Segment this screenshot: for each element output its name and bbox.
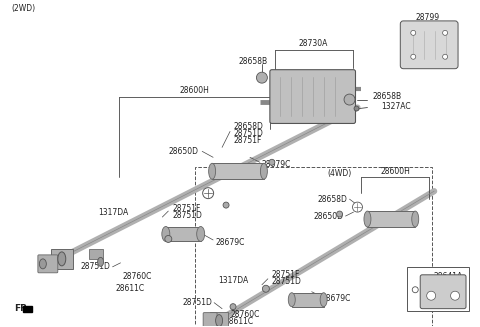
Bar — [407, 267, 469, 311]
FancyBboxPatch shape — [400, 21, 458, 69]
Text: 28658B: 28658B — [239, 57, 267, 66]
Text: 28751D: 28751D — [233, 129, 263, 138]
Ellipse shape — [58, 252, 66, 266]
Text: FR.: FR. — [14, 304, 31, 313]
Text: 28611C: 28611C — [224, 317, 253, 326]
Ellipse shape — [443, 54, 447, 59]
Ellipse shape — [256, 72, 267, 83]
Text: 8: 8 — [413, 287, 417, 292]
Ellipse shape — [344, 94, 355, 105]
Text: 28679C: 28679C — [322, 294, 351, 303]
FancyBboxPatch shape — [38, 255, 58, 273]
Text: 28751D: 28751D — [81, 262, 110, 271]
Text: 28751F: 28751F — [272, 270, 300, 279]
Ellipse shape — [223, 202, 229, 208]
Text: 28760C: 28760C — [230, 310, 259, 319]
Text: 28611C: 28611C — [116, 284, 144, 293]
Ellipse shape — [230, 304, 236, 310]
Text: 1327AC: 1327AC — [382, 102, 411, 111]
FancyBboxPatch shape — [270, 70, 356, 124]
Text: 28760C: 28760C — [122, 272, 152, 281]
Text: 28600H: 28600H — [380, 167, 410, 176]
Text: 28658D: 28658D — [233, 122, 263, 131]
Text: 28751F: 28751F — [172, 204, 201, 213]
Ellipse shape — [165, 235, 172, 242]
Text: 28751D: 28751D — [182, 298, 212, 307]
Text: 28679C: 28679C — [215, 238, 244, 248]
Ellipse shape — [216, 315, 223, 327]
Ellipse shape — [364, 211, 371, 227]
Ellipse shape — [411, 30, 416, 35]
Bar — [89, 249, 103, 259]
Ellipse shape — [39, 259, 47, 269]
Ellipse shape — [412, 287, 418, 293]
Text: 28751F: 28751F — [233, 136, 262, 145]
Ellipse shape — [320, 293, 327, 307]
Ellipse shape — [209, 163, 216, 179]
Ellipse shape — [352, 202, 362, 212]
Bar — [210, 312, 228, 327]
Ellipse shape — [336, 211, 343, 217]
Ellipse shape — [288, 293, 295, 307]
Text: 28730A: 28730A — [299, 39, 328, 48]
FancyBboxPatch shape — [420, 275, 466, 309]
Bar — [51, 249, 73, 269]
FancyBboxPatch shape — [203, 313, 217, 327]
Ellipse shape — [427, 291, 436, 300]
Text: 28751D: 28751D — [172, 211, 202, 219]
Text: 28751D: 28751D — [272, 277, 302, 286]
Ellipse shape — [203, 188, 214, 198]
Ellipse shape — [269, 159, 275, 165]
Bar — [195, 167, 432, 327]
Ellipse shape — [97, 257, 104, 266]
Ellipse shape — [443, 30, 447, 35]
Bar — [292, 293, 324, 307]
Ellipse shape — [197, 227, 204, 241]
Ellipse shape — [162, 227, 170, 241]
Bar — [212, 163, 264, 179]
Bar — [166, 227, 201, 241]
Text: 28799: 28799 — [415, 13, 439, 23]
Text: (4WD): (4WD) — [328, 169, 352, 178]
Ellipse shape — [412, 211, 419, 227]
Ellipse shape — [261, 163, 267, 179]
Text: 28658D: 28658D — [318, 195, 348, 204]
Text: 28650D: 28650D — [313, 212, 344, 220]
Bar — [23, 306, 32, 312]
Ellipse shape — [411, 54, 416, 59]
Text: (2WD): (2WD) — [11, 5, 35, 13]
Text: 1317DA: 1317DA — [218, 276, 248, 285]
Text: 28679C: 28679C — [262, 160, 291, 169]
Ellipse shape — [263, 285, 269, 292]
Text: 28658B: 28658B — [372, 92, 402, 101]
Bar — [368, 211, 415, 227]
Ellipse shape — [451, 291, 459, 300]
Text: 28641A: 28641A — [433, 272, 463, 281]
Text: 28600H: 28600H — [179, 86, 209, 95]
Text: 28650D: 28650D — [168, 147, 198, 156]
Text: 1317DA: 1317DA — [98, 208, 129, 216]
Ellipse shape — [354, 106, 359, 111]
